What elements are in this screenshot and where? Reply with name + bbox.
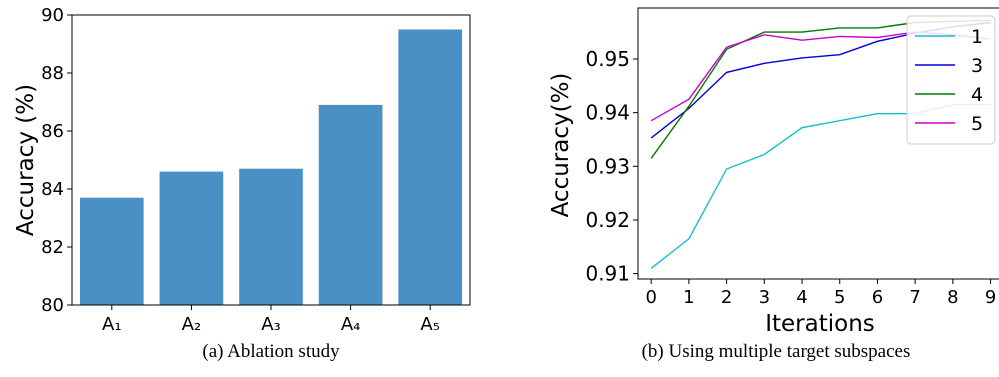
x-tick-label: 3 <box>759 287 770 308</box>
y-axis-ticks: 80 82 84 86 88 90 <box>41 5 72 316</box>
iterations-line-chart: 0.91 0.92 0.93 0.94 0.95 0 1 2 3 4 5 6 7 8 9 1 3 4 5 Ite… <box>548 7 999 362</box>
y-axis-label: Accuracy (%) <box>13 84 39 236</box>
x-tick-label: 0 <box>645 287 656 308</box>
y-tick-label: 0.94 <box>585 101 630 125</box>
y-axis-label: Accuracy(%) <box>548 73 574 218</box>
x-tick-label: A₄ <box>341 314 361 335</box>
y-tick-label: 0.95 <box>585 47 630 71</box>
bar-1 <box>79 197 144 305</box>
y-tick-label: 82 <box>41 237 64 258</box>
x-tick-label: 4 <box>796 287 807 308</box>
legend-label: 5 <box>971 113 983 135</box>
x-axis-ticks: A₁ A₂ A₃ A₄ A₅ <box>102 305 440 335</box>
bar-5 <box>398 29 463 305</box>
caption-b: (b) Using multiple target subspaces <box>642 341 911 362</box>
x-tick-label: 1 <box>683 287 694 308</box>
x-tick-label: 9 <box>985 287 996 308</box>
bar-group <box>79 29 463 306</box>
legend-label: 3 <box>971 55 983 77</box>
ablation-bar-chart: 80 82 84 86 88 90 A₁ A₂ A₃ A₄ A₅ Accuracy (%) (a)… <box>13 5 471 362</box>
x-tick-label: 8 <box>947 287 958 308</box>
legend-label: 1 <box>971 26 983 48</box>
x-axis-ticks: 0 1 2 3 4 5 6 7 8 9 <box>645 279 996 308</box>
legend: 1 3 4 5 <box>906 15 996 145</box>
x-axis-label: Iterations <box>765 311 875 337</box>
y-tick-label: 84 <box>41 179 64 200</box>
x-tick-label: A₃ <box>261 314 281 335</box>
bar-4 <box>318 104 383 306</box>
y-tick-label: 0.91 <box>585 262 630 286</box>
x-tick-label: A₂ <box>182 314 202 335</box>
x-tick-label: A₁ <box>102 314 122 335</box>
caption-a: (a) Ablation study <box>202 341 340 362</box>
y-tick-label: 90 <box>41 5 64 26</box>
x-tick-label: A₅ <box>420 314 440 335</box>
y-tick-label: 86 <box>41 121 64 142</box>
x-tick-label: 6 <box>872 287 883 308</box>
y-tick-label: 0.92 <box>585 208 630 232</box>
bar-3 <box>239 168 303 305</box>
bar-2 <box>159 171 224 305</box>
plot-frame <box>637 7 999 280</box>
legend-label: 4 <box>971 84 983 106</box>
y-tick-label: 80 <box>41 295 64 316</box>
x-tick-label: 7 <box>909 287 920 308</box>
y-tick-label: 88 <box>41 63 64 84</box>
x-tick-label: 5 <box>834 287 845 308</box>
legend-box <box>906 15 996 145</box>
y-axis-ticks: 0.91 0.92 0.93 0.94 0.95 <box>585 47 638 286</box>
plot-frame <box>71 14 471 306</box>
y-tick-label: 0.93 <box>585 154 630 178</box>
x-tick-label: 2 <box>721 287 732 308</box>
